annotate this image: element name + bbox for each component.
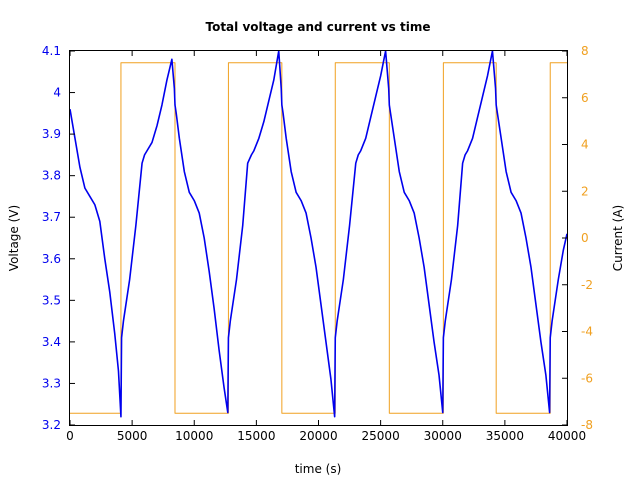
y2-tick-label: 4 <box>581 138 589 152</box>
y-tick-label: 3.8 <box>42 169 61 183</box>
y-tick-label: 3.3 <box>42 376 61 390</box>
y2-tick-label: 6 <box>581 91 589 105</box>
x-tick-label: 25000 <box>362 429 400 443</box>
x-tick-label: 35000 <box>486 429 524 443</box>
current-series-line <box>70 62 567 414</box>
y2-tick-label: 8 <box>581 44 589 58</box>
y-axis-left: 3.2 3.3 3.4 3.5 3.6 3.7 3.8 3.9 4 4.1 <box>42 44 75 432</box>
x-tick-label: 20000 <box>299 429 337 443</box>
y-axis-right: -8 -6 -4 -2 0 2 4 6 8 <box>562 44 593 432</box>
x-axis: 0 5000 10000 15000 20000 25000 30000 35000 40000 <box>66 51 586 443</box>
y2-tick-label: -6 <box>581 371 593 385</box>
y-tick-label: 3.5 <box>42 293 61 307</box>
x-tick-label: 40000 <box>548 429 586 443</box>
plot-area <box>69 50 568 418</box>
y2-tick-label: -8 <box>581 418 593 432</box>
chart-title: Total voltage and current vs time <box>205 20 430 34</box>
y-tick-label: 3.6 <box>42 252 61 266</box>
y-tick-label: 3.4 <box>42 335 61 349</box>
x-tick-label: 30000 <box>424 429 462 443</box>
y-tick-label: 4.1 <box>42 44 61 58</box>
plot-frame <box>69 50 568 426</box>
x-tick-label: 5000 <box>117 429 148 443</box>
y2-tick-label: -4 <box>581 325 593 339</box>
y-tick-label: 3.9 <box>42 127 61 141</box>
y-tick-label: 3.2 <box>42 418 61 432</box>
y2-tick-label: 0 <box>581 231 589 245</box>
x-axis-label: time (s) <box>295 462 342 476</box>
x-tick-label: 15000 <box>237 429 275 443</box>
x-tick-label: 0 <box>66 429 74 443</box>
y-axis-label: Voltage (V) <box>7 205 21 271</box>
voltage-series-line <box>69 50 568 418</box>
y-tick-label: 4 <box>53 86 61 100</box>
y-tick-label: 3.7 <box>42 210 61 224</box>
y2-tick-label: -2 <box>581 278 593 292</box>
y2-tick-label: 2 <box>581 184 589 198</box>
y2-axis-label: Current (A) <box>611 205 625 271</box>
x-tick-label: 10000 <box>175 429 213 443</box>
